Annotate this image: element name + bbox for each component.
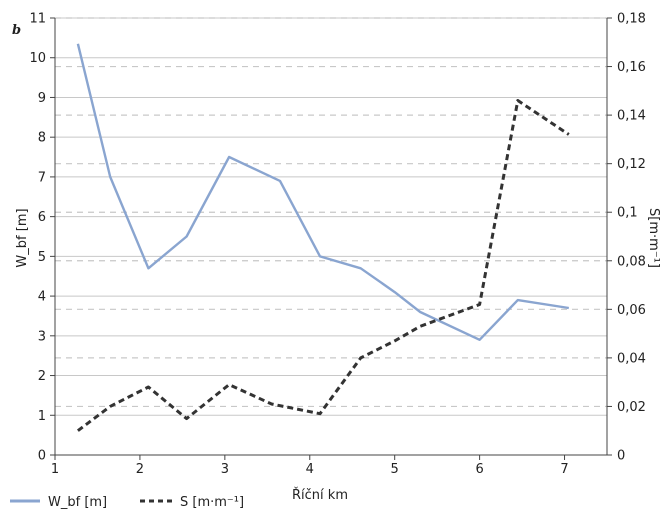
y-right-axis-label: S[m·m⁻¹] (646, 208, 661, 268)
y-left-tick-label: 11 (29, 12, 46, 27)
y-right-tick-label: 0,12 (617, 157, 646, 172)
x-axis-label: Říční km (292, 487, 348, 503)
y-left-tick-labels: 0 1 2 3 4 5 6 7 8 9 10 11 (29, 12, 55, 464)
x-tick-label: 1 (51, 462, 59, 477)
x-tick-label: 5 (391, 462, 399, 477)
series-line-wbf (76, 43, 569, 341)
x-tick-labels: 1 2 3 4 5 6 7 (51, 455, 569, 477)
y-left-tick-label: 0 (38, 449, 46, 464)
legend-label-s: S [m·m⁻¹] (180, 495, 244, 509)
y-right-tick-label: 0,06 (617, 303, 646, 318)
legend-label-wbf: W_bf [m] (48, 495, 107, 509)
y-right-tick-label: 0,1 (617, 206, 638, 221)
y-left-tick-label: 4 (38, 290, 46, 305)
y-right-tick-label: 0,08 (617, 254, 646, 269)
grid-lines-right (55, 17, 607, 408)
grid-lines-left (55, 17, 607, 416)
x-tick-label: 2 (136, 462, 144, 477)
axes (54, 18, 608, 456)
y-left-tick-label: 9 (38, 91, 46, 106)
y-left-tick-label: 3 (38, 329, 46, 344)
x-tick-label: 6 (475, 462, 483, 477)
y-left-tick-label: 1 (38, 409, 46, 424)
panel-label: b (12, 23, 21, 38)
x-tick-label: 7 (560, 462, 568, 477)
y-right-tick-label: 0 (617, 449, 625, 464)
y-left-tick-label: 2 (38, 369, 46, 384)
y-left-tick-label: 7 (38, 170, 46, 185)
y-left-axis-label: W_bf [m] (15, 208, 30, 267)
x-tick-label: 3 (221, 462, 229, 477)
y-right-tick-label: 0,04 (617, 351, 646, 366)
y-right-tick-label: 0,16 (617, 60, 646, 75)
y-left-tick-label: 5 (38, 250, 46, 265)
y-right-tick-label: 0,14 (617, 109, 646, 124)
y-right-tick-label: 0,02 (617, 400, 646, 415)
legend: W_bf [m] S [m·m⁻¹] (10, 495, 244, 509)
y-left-tick-label: 10 (29, 51, 46, 66)
x-tick-label: 4 (306, 462, 314, 477)
y-right-tick-label: 0,18 (617, 12, 646, 27)
y-right-tick-labels: 0 0,02 0,04 0,06 0,08 0,1 0,12 0,14 0,16 0,18 (607, 12, 646, 464)
y-left-tick-label: 6 (38, 210, 46, 225)
series-layer (76, 43, 570, 432)
y-left-tick-label: 8 (38, 131, 46, 146)
